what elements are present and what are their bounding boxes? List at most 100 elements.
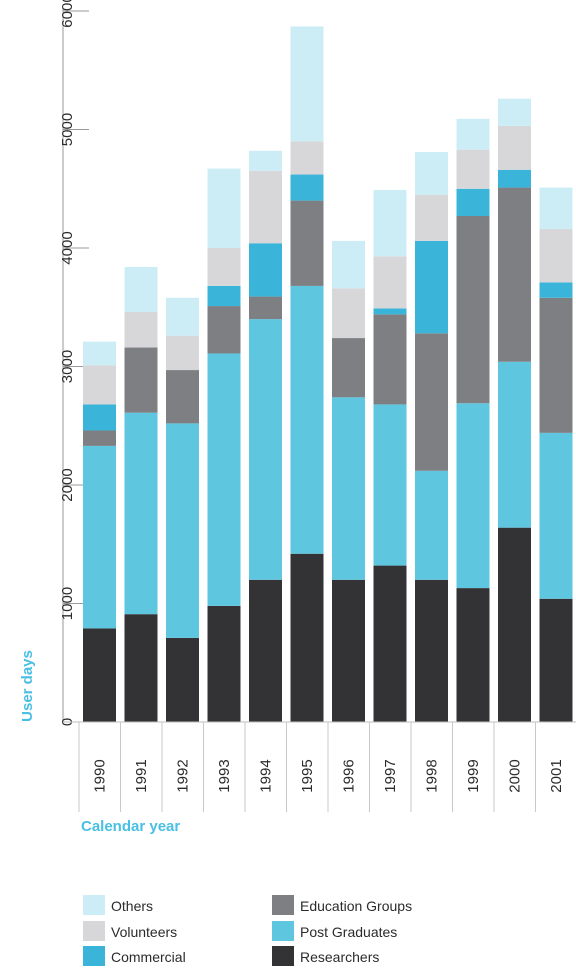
- bar-segment-others-1994: [249, 150, 282, 171]
- bar-segment-volunteers-1998: [415, 194, 448, 241]
- bar-column-1993: [207, 168, 241, 722]
- bar-segment-post-graduates-1991: [124, 412, 158, 615]
- bar-segment-others-1995: [290, 26, 324, 142]
- legend-label: Others: [111, 898, 153, 914]
- x-tick-label: 1991: [133, 759, 150, 792]
- bar-segment-commercial-1993: [207, 285, 241, 307]
- bar-segment-researchers-1994: [249, 579, 282, 722]
- x-tick-label: 1999: [465, 759, 482, 792]
- bar-segment-others-1998: [415, 152, 448, 195]
- bar-segment-volunteers-1994: [249, 170, 282, 244]
- bar-segment-commercial-1999: [456, 188, 490, 217]
- bar-segment-education-groups-1992: [166, 370, 199, 424]
- bar-segment-others-2000: [498, 98, 531, 126]
- legend-label: Researchers: [300, 949, 379, 965]
- bar-column-1991: [124, 266, 158, 722]
- x-tick-label: 1994: [258, 759, 275, 792]
- bar-segment-researchers-1990: [83, 628, 116, 722]
- bar-segment-others-1996: [332, 240, 365, 289]
- legend-item-post-graduates: Post Graduates: [272, 921, 397, 941]
- bar-segment-post-graduates-1999: [456, 403, 490, 589]
- bar-segment-education-groups-2001: [539, 297, 573, 433]
- bar-segment-education-groups-1991: [124, 347, 158, 413]
- bar-segment-researchers-1997: [373, 565, 407, 722]
- bar-column-1998: [415, 152, 448, 722]
- bar-segment-post-graduates-1990: [83, 445, 116, 629]
- bar-segment-post-graduates-2000: [498, 361, 531, 528]
- x-tick-label: 1993: [216, 759, 233, 792]
- bar-segment-volunteers-2001: [539, 229, 573, 283]
- legend-label: Commercial: [111, 949, 186, 965]
- bar-segment-researchers-1992: [166, 637, 199, 722]
- y-tick-label: 6000: [59, 0, 76, 28]
- bar-segment-researchers-1991: [124, 614, 158, 722]
- bar-segment-researchers-1995: [290, 553, 324, 722]
- bar-segment-researchers-1998: [415, 579, 448, 722]
- legend-label: Volunteers: [111, 924, 177, 940]
- bar-segment-researchers-1996: [332, 579, 365, 722]
- bar-segment-others-1997: [373, 189, 407, 257]
- bar-segment-volunteers-1997: [373, 256, 407, 309]
- legend-item-researchers: Researchers: [272, 946, 379, 966]
- y-tick-label: 2000: [59, 468, 76, 501]
- legend-swatch: [272, 946, 294, 966]
- bar-segment-education-groups-1990: [83, 430, 116, 446]
- bar-column-1999: [456, 118, 490, 722]
- bar-segment-post-graduates-1994: [249, 319, 282, 580]
- bar-segment-commercial-1995: [290, 174, 324, 201]
- x-tick-label: 1997: [382, 759, 399, 792]
- bar-segment-post-graduates-1992: [166, 423, 199, 638]
- legend: Others Volunteers Commercial Education Grou…: [83, 895, 412, 966]
- bar-segment-researchers-1993: [207, 605, 241, 722]
- x-tick-label: 1996: [341, 759, 358, 792]
- bar-segment-others-2001: [539, 187, 573, 230]
- bar-segment-volunteers-1991: [124, 311, 158, 348]
- legend-item-education-groups: Education Groups: [272, 895, 412, 915]
- bar-segment-volunteers-1993: [207, 248, 241, 286]
- legend-item-others: Others: [83, 895, 153, 915]
- bar-segment-post-graduates-1995: [290, 285, 324, 554]
- legend-item-commercial: Commercial: [83, 946, 186, 966]
- bar-column-2001: [539, 187, 573, 722]
- y-tick-label: 4000: [59, 231, 76, 264]
- bar-segment-volunteers-1995: [290, 141, 324, 175]
- bars: [83, 26, 573, 722]
- legend-swatch: [272, 921, 294, 941]
- bar-segment-volunteers-1996: [332, 288, 365, 339]
- bar-segment-researchers-1999: [456, 588, 490, 722]
- legend-swatch: [272, 895, 294, 915]
- bar-segment-post-graduates-2001: [539, 432, 573, 599]
- bar-segment-volunteers-1990: [83, 365, 116, 405]
- bar-column-1995: [290, 26, 324, 722]
- bar-segment-education-groups-1993: [207, 306, 241, 354]
- y-axis-title: User days: [19, 650, 36, 722]
- bar-segment-commercial-1994: [249, 243, 282, 297]
- x-tick-label: 2000: [507, 759, 524, 792]
- bar-segment-volunteers-1992: [166, 335, 199, 371]
- y-tick-label: 3000: [59, 350, 76, 383]
- x-tick-label: 1990: [92, 759, 109, 792]
- bar-column-1996: [332, 240, 365, 722]
- x-tick-label: 1998: [424, 759, 441, 792]
- bar-column-1997: [373, 189, 407, 722]
- bar-column-1994: [249, 150, 282, 722]
- bar-segment-education-groups-1997: [373, 314, 407, 405]
- bar-segment-researchers-2000: [498, 527, 531, 722]
- legend-label: Post Graduates: [300, 924, 397, 940]
- x-tick-label: 2001: [548, 759, 565, 792]
- bar-column-1990: [83, 341, 116, 722]
- bar-segment-education-groups-1998: [415, 333, 448, 471]
- bar-segment-education-groups-1999: [456, 216, 490, 404]
- bar-segment-education-groups-1996: [332, 338, 365, 398]
- bar-column-2000: [498, 98, 531, 722]
- bar-segment-education-groups-2000: [498, 187, 531, 362]
- bar-segment-volunteers-1999: [456, 149, 490, 189]
- bar-segment-education-groups-1995: [290, 200, 324, 286]
- bar-segment-commercial-1998: [415, 240, 448, 334]
- bar-segment-post-graduates-1997: [373, 404, 407, 566]
- bar-segment-others-1991: [124, 266, 158, 312]
- bar-segment-commercial-2000: [498, 169, 531, 188]
- x-axis-title: Calendar year: [81, 818, 180, 835]
- legend-swatch: [83, 946, 105, 966]
